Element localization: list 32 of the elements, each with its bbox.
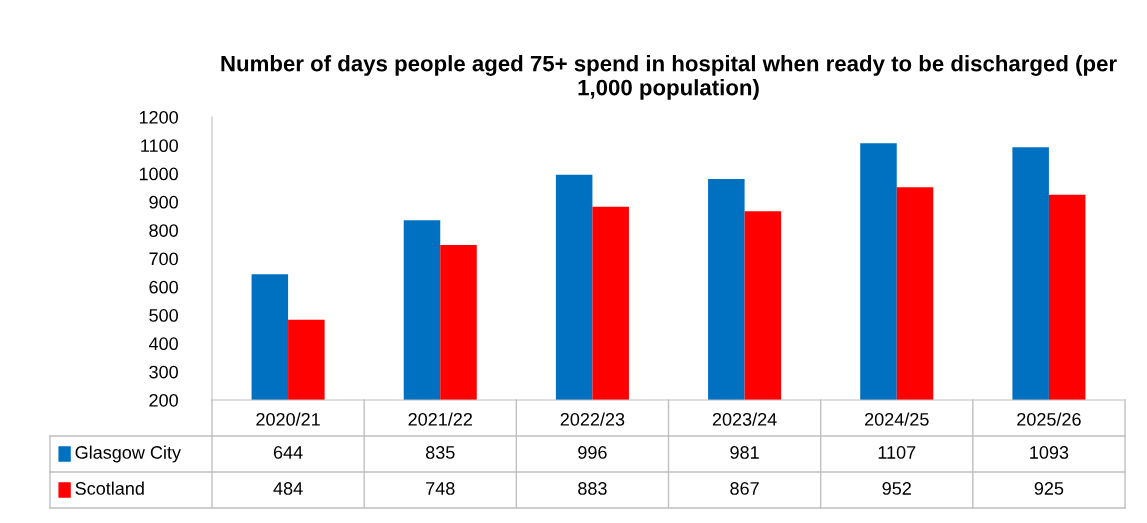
data-label: 867 — [730, 482, 759, 495]
x-tick-label: 2023/24 — [712, 412, 777, 426]
data-label: 883 — [578, 482, 607, 495]
y-tick-label: 1100 — [141, 139, 178, 153]
data-label: 644 — [273, 446, 303, 459]
y-tick-label: 300 — [149, 365, 178, 379]
chart-title: Number of days people aged 75+ spend in hospital when ready to be discharged (per 1,000 population) — [221, 55, 1117, 100]
data-label: 981 — [730, 446, 759, 459]
y-tick-label: 1000 — [139, 167, 178, 181]
y-tick-label: 1200 — [139, 110, 178, 124]
y-tick-label: 900 — [149, 195, 178, 209]
x-tick-label: 2025/26 — [1017, 412, 1081, 426]
data-label: 835 — [425, 446, 455, 459]
x-tick-label: 2024/25 — [865, 412, 929, 426]
data-label: 1107 — [878, 446, 916, 459]
y-tick-label: 400 — [148, 337, 178, 351]
legend-label: Glasgow City — [75, 445, 181, 463]
x-tick-label: 2021/22 — [408, 412, 472, 426]
y-tick-label: 500 — [149, 309, 178, 322]
data-label: 952 — [882, 482, 911, 495]
y-tick-label: 200 — [149, 393, 178, 407]
data-label: 925 — [1034, 482, 1064, 495]
y-tick-label: 600 — [149, 280, 178, 294]
data-label: 748 — [426, 482, 455, 495]
x-tick-label: 2020/21 — [256, 412, 320, 426]
data-label: 484 — [273, 482, 303, 495]
y-tick-label: 800 — [149, 224, 178, 237]
data-label: 996 — [578, 446, 607, 459]
legend-label: Scotland — [75, 481, 144, 495]
data-label: 1093 — [1030, 446, 1069, 459]
x-tick-label: 2022/23 — [560, 412, 625, 426]
y-tick-label: 700 — [149, 252, 178, 266]
